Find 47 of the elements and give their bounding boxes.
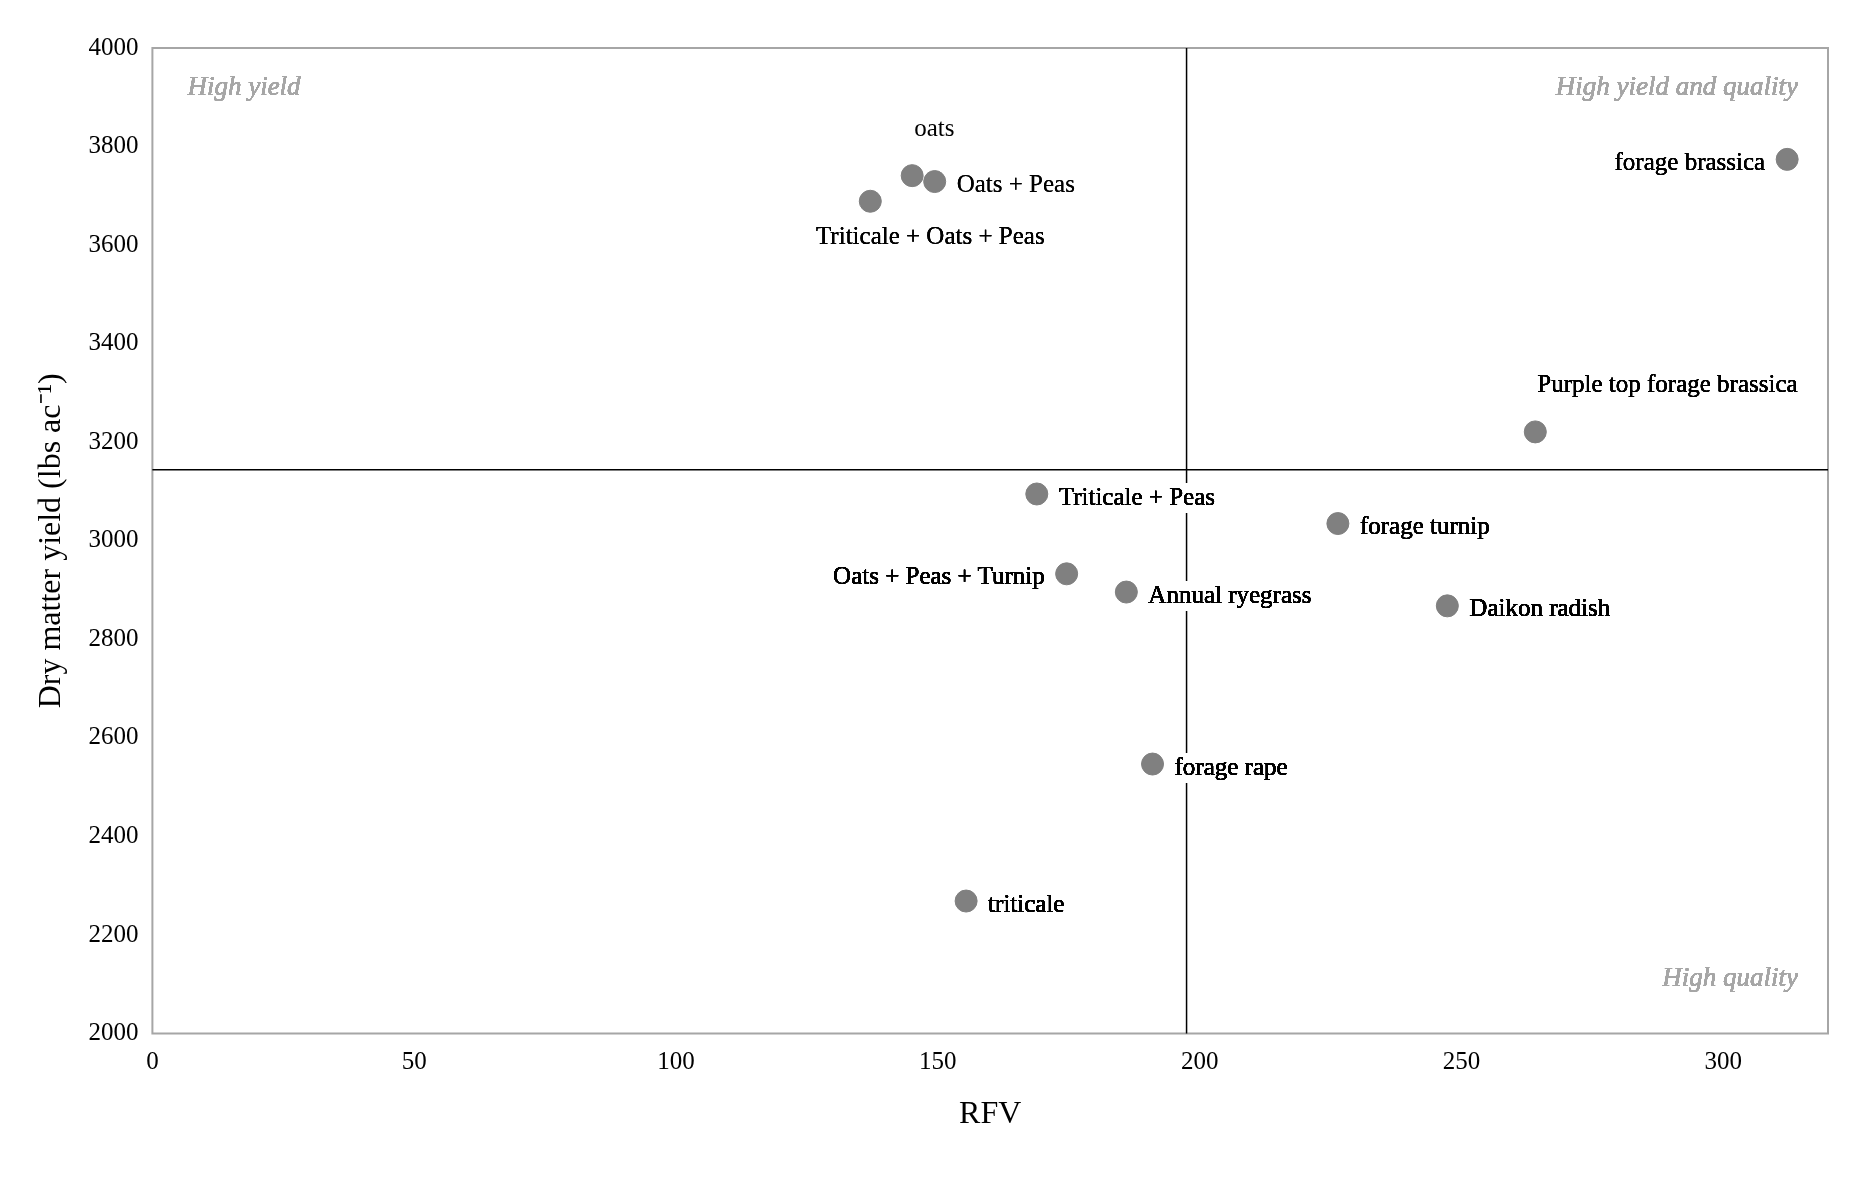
series-label: Purple top forage brassica xyxy=(1537,369,1798,397)
y-tick-label: 2200 xyxy=(88,919,139,947)
point xyxy=(1523,420,1547,444)
point xyxy=(1055,562,1079,586)
series-label: triticale xyxy=(988,889,1065,917)
point xyxy=(1114,580,1138,604)
x-axis-title: RFV xyxy=(959,1094,1022,1131)
x-tick-label: 150 xyxy=(919,1047,957,1075)
y-tick-label: 2800 xyxy=(88,623,139,651)
y-tick-label: 2600 xyxy=(88,722,139,750)
x-tick-label: 50 xyxy=(401,1047,427,1075)
series-label: forage brassica xyxy=(1614,147,1766,175)
y-tick-label: 3800 xyxy=(88,131,139,159)
y-axis-title: Dry matter yield (lbs ac⁻¹) xyxy=(30,373,67,709)
x-tick-label: 100 xyxy=(657,1047,695,1075)
x-tick-label: 0 xyxy=(146,1047,159,1075)
annotation: High quality xyxy=(1661,961,1798,992)
point xyxy=(900,164,924,188)
annotation: High yield xyxy=(186,71,302,102)
point xyxy=(923,170,947,194)
y-tick-label: 3000 xyxy=(88,525,139,553)
point xyxy=(1141,752,1165,776)
series-label: oats xyxy=(914,113,955,141)
y-tick-label: 2400 xyxy=(88,821,139,849)
x-tick-label: 200 xyxy=(1180,1047,1219,1075)
series-label: Triticale + Oats + Peas xyxy=(815,222,1045,250)
series-label: Triticale + Peas xyxy=(1058,482,1216,510)
point xyxy=(954,889,978,913)
series-label: Oats + Peas xyxy=(956,170,1075,198)
annotation: High yield and quality xyxy=(1554,71,1799,102)
series-label: Oats + Peas + Turnip xyxy=(833,562,1045,590)
y-tick-label: 3600 xyxy=(88,229,139,257)
point xyxy=(858,189,882,213)
point xyxy=(1435,594,1459,618)
x-tick-label: 250 xyxy=(1442,1047,1481,1075)
series-label: forage rape xyxy=(1174,752,1288,780)
series-label: Daikon radish xyxy=(1469,594,1611,622)
x-tick-label: 300 xyxy=(1704,1047,1743,1075)
y-tick-label: 3200 xyxy=(88,426,139,454)
series-label: forage turnip xyxy=(1359,512,1490,540)
y-tick-label: 4000 xyxy=(88,32,139,60)
series-label: Annual ryegrass xyxy=(1148,580,1312,608)
point xyxy=(1025,482,1049,506)
point xyxy=(1775,147,1799,171)
y-tick-label: 2000 xyxy=(88,1018,139,1046)
y-tick-label: 3400 xyxy=(88,328,139,356)
point xyxy=(1326,512,1350,536)
